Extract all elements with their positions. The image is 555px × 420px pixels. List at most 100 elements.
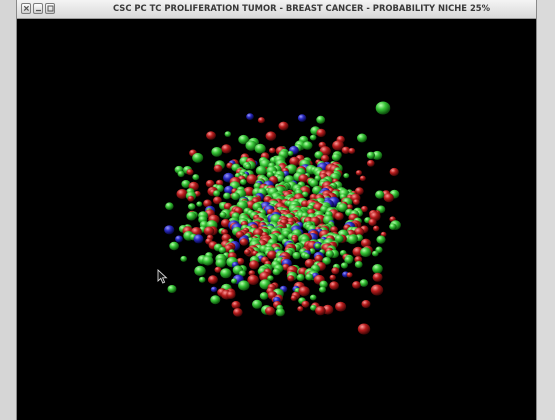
red-cell-sphere [353,199,360,205]
green-cell-sphere [296,273,305,282]
red-cell-sphere [335,301,347,312]
cell-cluster-render [164,101,401,335]
green-cell-sphere [309,134,317,141]
app-window: CSC PC TC PROLIFERATION TUMOR - BREAST C… [16,0,537,420]
red-cell-sphere [298,174,309,183]
green-cell-sphere [186,211,197,221]
green-cell-sphere [224,131,231,137]
blue-cell-sphere [175,235,183,243]
green-cell-sphere [319,280,328,289]
green-cell-sphere [302,141,313,150]
green-cell-sphere [372,250,379,257]
red-cell-sphere [206,131,216,140]
green-cell-sphere [238,134,249,145]
green-cell-sphere [272,268,281,276]
red-cell-sphere [289,156,300,167]
mouse-pointer-icon [157,269,168,284]
red-cell-sphere [329,274,336,281]
green-cell-sphere [210,295,221,305]
green-cell-sphere [169,241,179,251]
green-cell-sphere [331,153,341,162]
blue-cell-sphere [164,225,175,235]
red-cell-sphere [298,286,310,297]
green-cell-sphere [344,256,353,264]
green-cell-sphere [292,251,301,260]
green-cell-sphere [359,279,369,287]
green-cell-sphere [319,286,326,293]
minimize-button[interactable] [33,3,43,14]
red-cell-sphere [243,186,255,197]
green-cell-sphere [167,285,177,293]
red-cell-sphere [370,284,384,296]
window-titlebar[interactable]: CSC PC TC PROLIFERATION TUMOR - BREAST C… [17,0,536,19]
green-cell-sphere [188,203,196,210]
red-cell-sphere [239,238,249,246]
blue-cell-sphere [210,286,218,293]
green-cell-sphere [343,173,350,179]
close-button[interactable] [21,3,31,14]
red-cell-sphere [372,272,383,282]
red-cell-sphere [297,306,304,312]
desktop-background-left [0,0,16,420]
red-cell-sphere [320,154,330,163]
render-canvas[interactable] [17,19,536,418]
red-cell-sphere [368,218,377,226]
green-cell-sphere [316,115,326,124]
maximize-button[interactable] [45,3,55,14]
red-cell-sphere [233,308,243,317]
red-cell-sphere [290,295,298,301]
red-cell-sphere [186,169,194,176]
blue-cell-sphere [193,234,204,244]
red-cell-sphere [329,281,339,290]
green-cell-sphere [322,257,331,265]
green-cell-sphere [389,223,397,230]
green-cell-sphere [240,179,247,185]
red-cell-sphere [304,258,315,268]
green-cell-sphere [276,175,285,183]
red-cell-sphere [287,275,295,282]
blue-cell-sphere [246,113,254,120]
green-cell-sphere [218,246,226,254]
green-cell-sphere [231,192,240,201]
green-cell-sphere [309,179,319,188]
green-cell-sphere [360,247,372,258]
green-cell-sphere [196,201,203,207]
maximize-icon [47,5,54,12]
red-cell-sphere [203,199,212,208]
green-cell-sphere [334,234,344,243]
red-cell-sphere [244,249,251,256]
green-cell-sphere [305,273,314,281]
green-cell-sphere [255,165,267,176]
green-cell-sphere [215,258,226,268]
red-cell-sphere [220,218,231,228]
green-cell-sphere [244,163,252,170]
red-cell-sphere [367,159,375,167]
red-cell-sphere [301,300,310,308]
red-cell-sphere [359,175,366,181]
red-cell-sphere [331,267,340,275]
green-cell-sphere [202,255,214,266]
window-title: CSC PC TC PROLIFERATION TUMOR - BREAST C… [113,3,490,13]
red-cell-sphere [316,128,326,138]
green-cell-sphere [211,147,223,157]
green-cell-sphere [325,250,334,258]
red-cell-sphere [214,266,222,273]
green-cell-sphere [198,276,206,283]
green-cell-sphere [192,174,200,181]
green-cell-sphere [252,299,263,309]
red-cell-sphere [221,229,229,236]
green-cell-sphere [219,211,227,218]
cell-spheres [164,101,401,335]
green-cell-sphere [275,308,285,317]
red-cell-sphere [247,274,259,285]
red-cell-sphere [389,167,399,177]
green-cell-sphere [231,278,237,284]
red-cell-sphere [346,272,353,278]
red-cell-sphere [221,144,232,154]
green-cell-sphere [287,150,294,156]
green-cell-sphere [347,234,358,245]
red-cell-sphere [352,281,361,289]
red-cell-sphere [334,212,344,221]
green-cell-sphere [354,261,363,268]
red-cell-sphere [314,254,324,263]
